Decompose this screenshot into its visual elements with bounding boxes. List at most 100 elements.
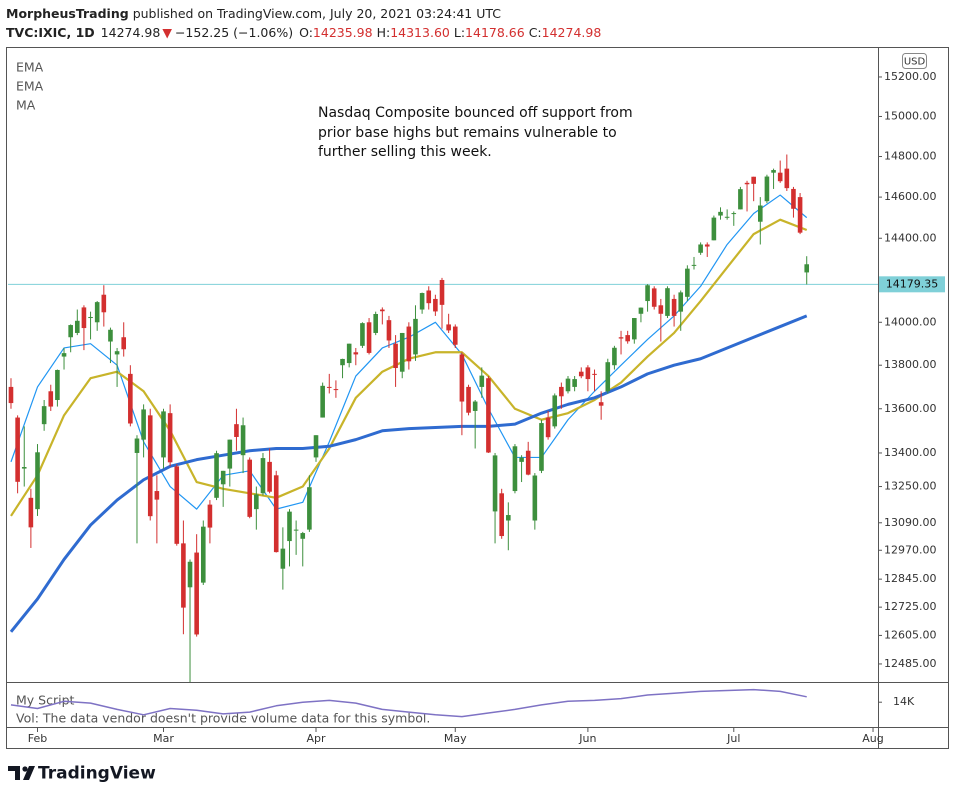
candle-body bbox=[28, 497, 34, 528]
candle-body bbox=[326, 386, 332, 388]
candle-body bbox=[738, 189, 743, 210]
candle-body bbox=[757, 205, 763, 222]
candle-body bbox=[771, 170, 776, 173]
candle-body bbox=[704, 244, 710, 247]
candle-body bbox=[141, 409, 146, 440]
candle-body bbox=[618, 337, 624, 339]
candle-body bbox=[373, 313, 378, 333]
legend-entry[interactable]: EMA bbox=[16, 79, 44, 94]
candle-body bbox=[287, 511, 292, 542]
candle-body bbox=[545, 417, 551, 438]
quote-value: 14178.66 bbox=[465, 25, 525, 40]
candle-body bbox=[181, 543, 186, 608]
quote-key: H: bbox=[377, 25, 391, 40]
candle-body bbox=[651, 288, 657, 307]
x-tick-label: Aug bbox=[862, 732, 883, 745]
candle-body bbox=[612, 347, 617, 366]
line-series bbox=[10, 688, 807, 718]
candle-body bbox=[227, 439, 233, 469]
y-tick-label: 13250.00 bbox=[884, 480, 937, 493]
y-tick-label: 12845.00 bbox=[884, 572, 937, 585]
candle-body bbox=[671, 298, 677, 316]
legend-entry[interactable]: EMA bbox=[16, 60, 44, 75]
candle-body bbox=[15, 417, 20, 482]
indicator-name[interactable]: My Script bbox=[16, 693, 75, 708]
legend-entry[interactable]: MA bbox=[16, 98, 36, 113]
candle-body bbox=[380, 309, 385, 312]
candle-body bbox=[565, 378, 571, 392]
candle-body bbox=[598, 402, 604, 406]
candle-body bbox=[88, 316, 93, 319]
candle-body bbox=[499, 493, 504, 537]
published: published on TradingView.com, July 20, 2… bbox=[133, 6, 502, 21]
chart-frame bbox=[6, 47, 949, 749]
candle-body bbox=[300, 533, 306, 539]
candle-body bbox=[532, 475, 538, 521]
candle-body bbox=[55, 369, 60, 401]
arrow: ▼ bbox=[162, 25, 172, 40]
plot-area bbox=[8, 154, 878, 682]
candle-body bbox=[519, 457, 524, 462]
candle-body bbox=[167, 413, 173, 463]
quote-line: TVC:IXIC, 1D 14274.98 ▼ −152.25 (−1.06%) O:1… bbox=[6, 25, 601, 40]
quote-value: 14235.98 bbox=[313, 25, 373, 40]
line-series bbox=[9, 314, 808, 633]
quote-key: O: bbox=[299, 25, 313, 40]
candle-body bbox=[572, 379, 577, 387]
y-tick-label: 12725.00 bbox=[884, 600, 937, 613]
candle-body bbox=[101, 294, 107, 313]
candle-body bbox=[466, 386, 471, 413]
y-tick-label: 14000.00 bbox=[884, 315, 937, 328]
candle-body bbox=[525, 450, 531, 475]
y-tick-label: 13090.00 bbox=[884, 516, 937, 529]
candle-body bbox=[333, 389, 339, 391]
candle-body bbox=[605, 362, 611, 392]
candle-body bbox=[724, 216, 730, 218]
candle-body bbox=[247, 459, 253, 517]
candle-body bbox=[751, 176, 756, 184]
candle-body bbox=[108, 329, 113, 342]
candle-body bbox=[744, 182, 750, 185]
candle-body bbox=[791, 188, 796, 209]
candle-body bbox=[267, 461, 272, 492]
y-tick-label: 12485.00 bbox=[884, 657, 937, 670]
y-tick-label: 15000.00 bbox=[884, 109, 937, 122]
symbol: TVC:IXIC, 1D bbox=[6, 25, 95, 40]
candle-body bbox=[8, 386, 14, 404]
candle-body bbox=[207, 504, 213, 528]
candle-body bbox=[459, 354, 465, 402]
candle-body bbox=[147, 415, 153, 517]
change: −152.25 (−1.06%) bbox=[175, 25, 293, 40]
y-tick-label: 13400.00 bbox=[884, 446, 937, 459]
candle-body bbox=[492, 455, 498, 512]
candle-body bbox=[21, 467, 27, 469]
candle-body bbox=[472, 401, 478, 411]
y-tick-label: 14800.00 bbox=[884, 150, 937, 163]
indicator-pane bbox=[10, 688, 807, 718]
candle-body bbox=[280, 548, 286, 569]
candle-body bbox=[200, 526, 206, 583]
candle-body bbox=[552, 395, 558, 427]
candle-body bbox=[353, 352, 359, 355]
candle-body bbox=[346, 343, 352, 364]
candle-body bbox=[665, 288, 670, 316]
candle-body bbox=[194, 552, 199, 635]
candle-body bbox=[426, 290, 432, 304]
candle-body bbox=[187, 561, 193, 588]
candle-body bbox=[81, 307, 87, 329]
candle-body bbox=[114, 351, 120, 355]
candle-body bbox=[154, 491, 160, 500]
candle-body bbox=[94, 302, 100, 323]
annotation: Nasdaq Composite bounced off support fro… bbox=[318, 105, 633, 121]
candle-body bbox=[638, 307, 644, 314]
x-tick-label: Feb bbox=[28, 732, 47, 745]
candle-body bbox=[592, 373, 597, 375]
candle-body bbox=[506, 515, 511, 521]
quote-key: L: bbox=[454, 25, 465, 40]
y-tick-label: 14K bbox=[893, 695, 915, 708]
candle-body bbox=[35, 452, 40, 510]
x-tick-label: Apr bbox=[306, 732, 326, 745]
header-line: MorpheusTrading published on TradingView.… bbox=[6, 6, 501, 21]
candle-body bbox=[393, 343, 398, 369]
quote-key: C: bbox=[529, 25, 542, 40]
